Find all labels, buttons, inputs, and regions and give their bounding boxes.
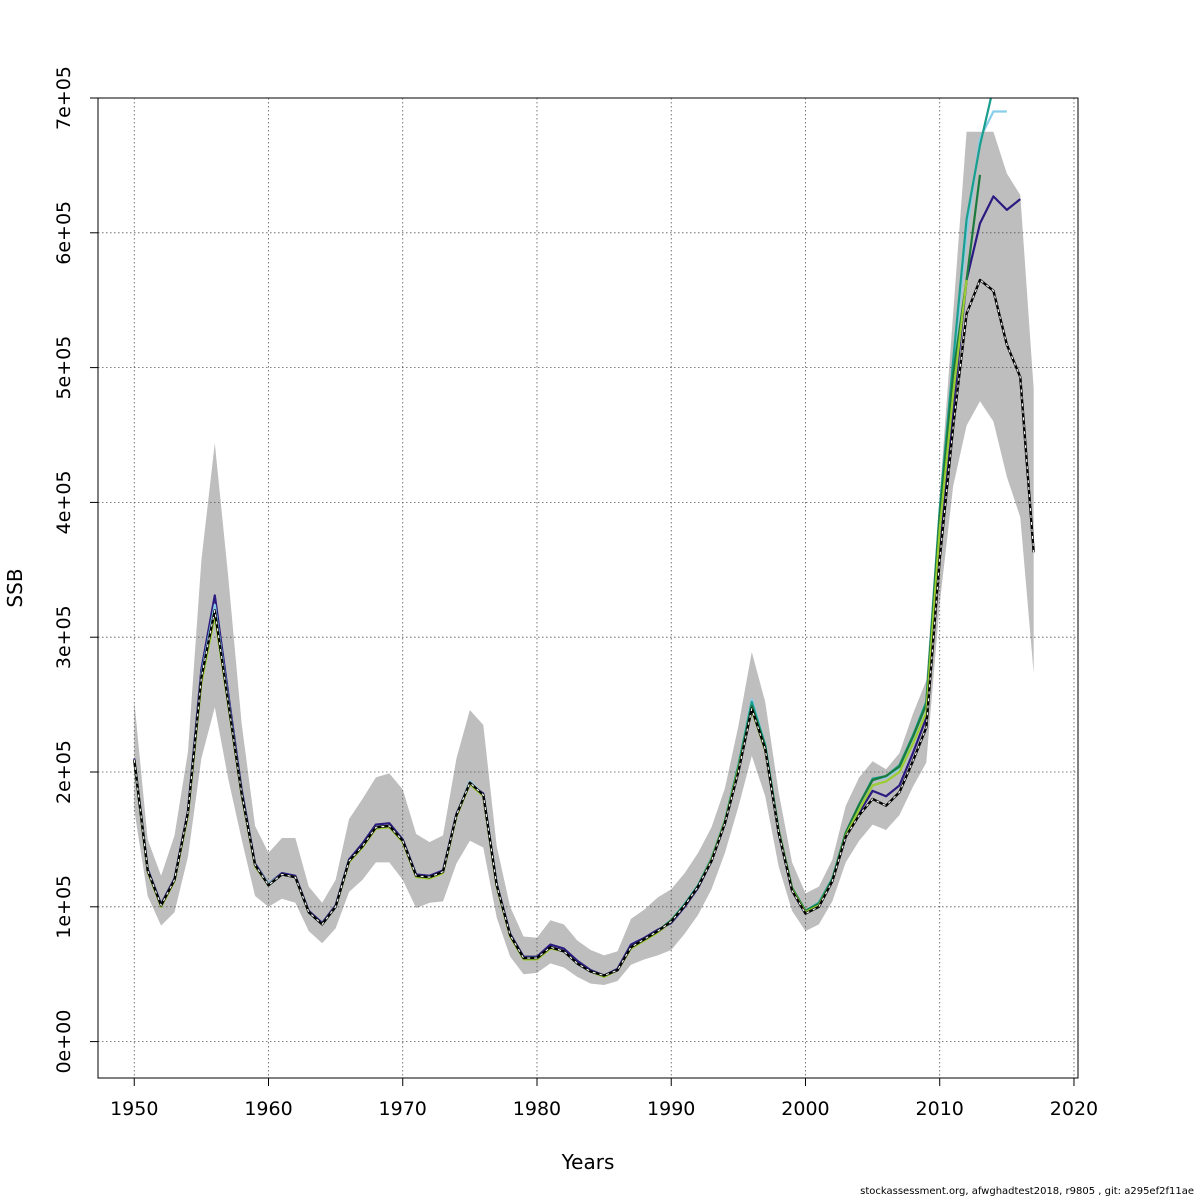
x-tick-label: 2020: [1050, 1098, 1098, 1120]
x-axis: 1950 1960 1970 1980 1990 2000 2010 2020: [110, 1077, 1098, 1120]
y-axis: 0e+00 1e+05 2e+05 3e+05 4e+05 5e+05 6e+05 7e+05: [53, 66, 99, 1074]
x-tick-label: 1980: [513, 1098, 561, 1120]
y-tick-label: 6e+05: [53, 201, 75, 265]
series-line-1: [133, 110, 1007, 977]
x-tick-label: 2010: [916, 1098, 964, 1120]
y-tick-label: 7e+05: [53, 66, 75, 130]
plot-frame: [97, 97, 1079, 1079]
x-tick-label: 1960: [244, 1098, 292, 1120]
confidence-band-layer: [134, 131, 1034, 985]
series-line-5-dash: [133, 279, 1035, 977]
axis-layer: [97, 97, 1079, 1079]
x-tick-label: 1970: [379, 1098, 427, 1120]
y-tick-label: 0e+00: [53, 1010, 75, 1074]
y-tick-label: 5e+05: [53, 336, 75, 400]
y-tick-label: 2e+05: [53, 740, 75, 804]
x-axis-title: Years: [561, 1150, 615, 1174]
series-layer: [133, 98, 1035, 978]
x-tick-label: 1990: [647, 1098, 695, 1120]
x-tick-label: 1950: [110, 1098, 158, 1120]
y-axis-title: SSB: [3, 568, 27, 607]
confidence-band: [134, 131, 1034, 985]
grid-layer: [98, 97, 1078, 1078]
y-tick-label: 1e+05: [53, 875, 75, 939]
x-tick-label: 2000: [781, 1098, 829, 1120]
y-tick-label: 3e+05: [53, 605, 75, 669]
series-line-0: [133, 195, 1021, 977]
y-tick-label: 4e+05: [53, 470, 75, 534]
footer-credit: stockassessment.org, afwghadtest2018, r9…: [860, 1186, 1194, 1197]
